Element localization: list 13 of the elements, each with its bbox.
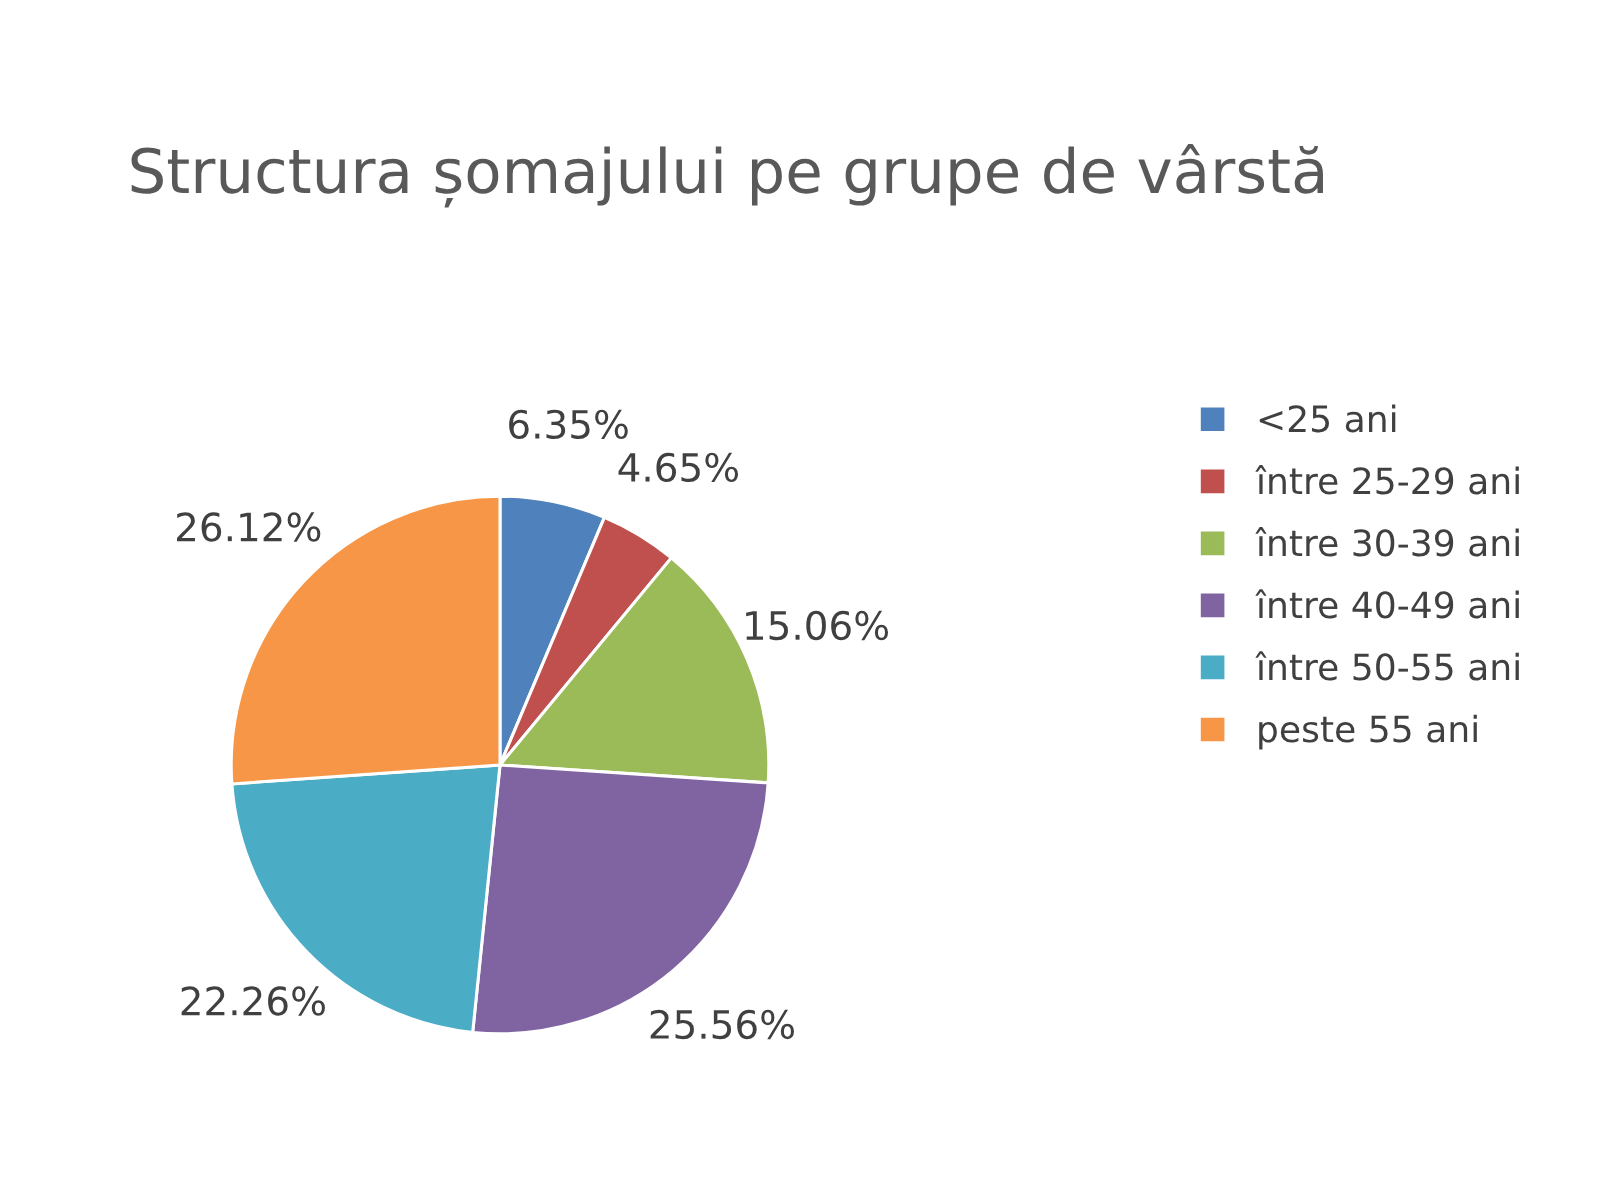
data-label: 26.12% (177, 512, 321, 542)
data-label: 25.56% (650, 1009, 794, 1040)
data-label: 15.06% (746, 610, 889, 641)
legend-label: între 50-55 ani (1255, 651, 1519, 681)
data-label: 22.26% (181, 986, 325, 1016)
data-label: 4.65% (618, 452, 739, 483)
data-label: 6.35% (509, 409, 628, 440)
legend-label: între 25-29 ani (1255, 465, 1519, 495)
legend-label: peste 55 ani (1259, 714, 1477, 750)
legend-label: între 30-39 ani (1255, 527, 1519, 557)
chart-title: Structura șomajului pe grupe de vârstă (131, 144, 1323, 208)
legend-label: între 40-49 ani (1255, 589, 1519, 619)
legend-label: <25 ani (1259, 404, 1396, 433)
